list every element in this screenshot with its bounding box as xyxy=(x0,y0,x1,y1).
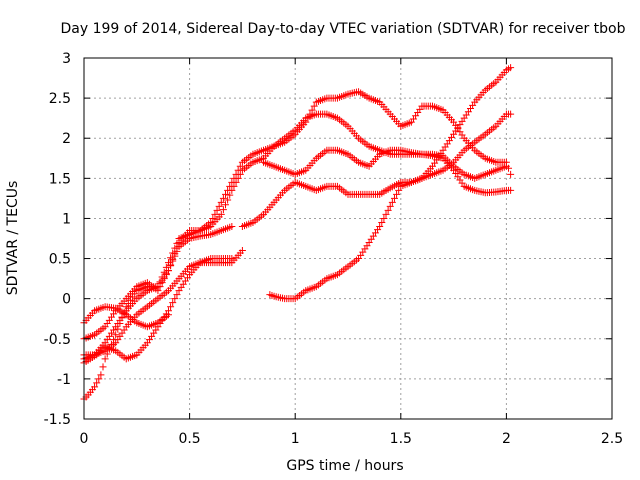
data-point xyxy=(211,210,219,218)
data-point xyxy=(110,336,118,344)
data-point xyxy=(217,198,225,206)
data-point xyxy=(169,257,177,265)
x-axis-title: GPS time / hours xyxy=(286,458,403,474)
data-point xyxy=(101,355,109,363)
x-tick-label: 1 xyxy=(291,431,300,447)
data-point xyxy=(112,331,120,339)
data-point xyxy=(238,247,246,255)
data-point xyxy=(507,170,515,178)
data-point xyxy=(91,383,99,391)
data-point xyxy=(384,206,392,214)
data-point xyxy=(382,210,390,218)
data-point xyxy=(502,162,510,170)
data-point xyxy=(171,295,179,303)
data-point xyxy=(224,196,232,204)
data-point xyxy=(395,186,403,194)
data-point xyxy=(99,363,107,371)
data-point xyxy=(507,110,515,118)
data-point xyxy=(378,218,386,226)
y-tick-label: 1.5 xyxy=(49,171,71,187)
x-tick-label: 2.5 xyxy=(601,431,623,447)
data-point xyxy=(236,170,244,178)
x-tick-label: 0.5 xyxy=(178,431,200,447)
y-tick-label: 2 xyxy=(62,131,71,147)
y-tick-label: 0.5 xyxy=(49,252,71,268)
data-point xyxy=(380,214,388,222)
data-point xyxy=(219,194,227,202)
data-point xyxy=(169,299,177,307)
data-point xyxy=(310,102,318,110)
y-tick-label: 2.5 xyxy=(49,91,71,107)
data-point xyxy=(97,371,105,379)
data-point xyxy=(215,202,223,210)
x-tick-label: 2 xyxy=(502,431,511,447)
data-point xyxy=(95,375,103,383)
y-tick-label: -1.5 xyxy=(44,412,71,428)
data-point xyxy=(376,222,384,230)
data-point xyxy=(114,325,122,333)
data-point xyxy=(507,64,515,72)
x-axis: 0 0.5 1 1.5 2 2.5 xyxy=(80,58,623,447)
data-point xyxy=(164,267,172,275)
plot-frame xyxy=(83,57,613,420)
data-point xyxy=(103,350,111,358)
x-tick-label: 1.5 xyxy=(390,431,412,447)
data-point xyxy=(222,201,230,209)
data-point xyxy=(116,320,124,328)
data-point xyxy=(226,191,234,199)
data-point xyxy=(107,340,115,348)
data-point xyxy=(507,186,515,194)
data-point xyxy=(388,198,396,206)
grid-lines xyxy=(84,58,612,419)
data-point xyxy=(93,379,101,387)
chart-title: Day 199 of 2014, Sidereal Day-to-day VTE… xyxy=(60,21,625,37)
data-point xyxy=(234,174,242,182)
data-point xyxy=(232,178,240,186)
data-point xyxy=(390,194,398,202)
y-tick-label: 0 xyxy=(62,292,71,308)
y-tick-label: -0.5 xyxy=(44,332,71,348)
data-point xyxy=(228,186,236,194)
data-point xyxy=(167,303,175,311)
data-point xyxy=(219,206,227,214)
y-axis: -1.5 -1 -0.5 0 0.5 1 1.5 2 2.5 3 xyxy=(44,51,612,428)
data-point xyxy=(228,255,236,263)
y-axis-title: SDTVAR / TECUs xyxy=(5,181,21,296)
data-point xyxy=(167,262,175,270)
data-point xyxy=(222,190,230,198)
data-point xyxy=(105,345,113,353)
data-point xyxy=(386,202,394,210)
data-point xyxy=(164,311,172,319)
y-tick-label: 3 xyxy=(62,51,71,67)
data-point xyxy=(173,291,181,299)
data-point xyxy=(217,210,225,218)
data-point xyxy=(228,222,236,230)
y-tick-label: -1 xyxy=(57,372,71,388)
y-tick-label: 1 xyxy=(62,211,71,227)
data-point xyxy=(236,162,244,170)
data-points xyxy=(80,64,515,403)
data-point xyxy=(230,182,238,190)
data-point xyxy=(173,247,181,255)
data-point xyxy=(171,252,179,260)
data-point xyxy=(213,206,221,214)
data-point xyxy=(393,190,401,198)
x-tick-label: 0 xyxy=(80,431,89,447)
